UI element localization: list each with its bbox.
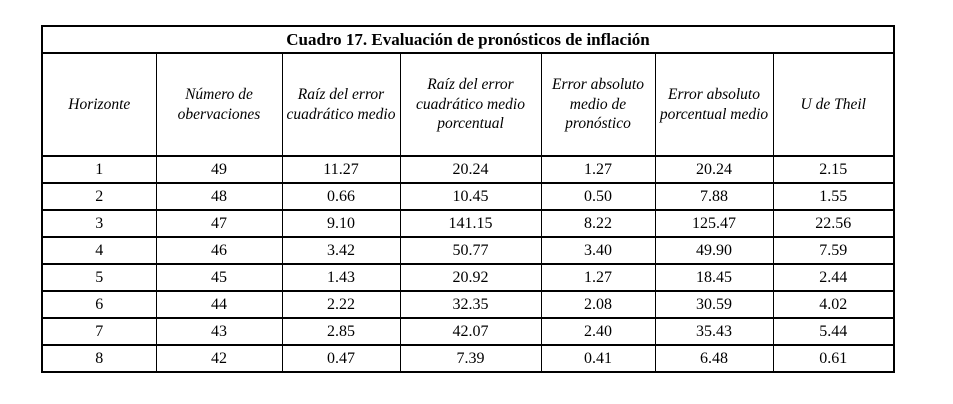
table-cell: 6.48 (654, 344, 774, 373)
table-cell: 11.27 (281, 155, 401, 184)
table-cell: 18.45 (654, 263, 774, 292)
table-cell: 43 (155, 317, 283, 346)
table-cell: 0.47 (281, 344, 401, 373)
table-cell: 2 (41, 182, 157, 211)
table-cell: 2.15 (772, 155, 895, 184)
table-cell: 49 (155, 155, 283, 184)
table-cell: 2.44 (772, 263, 895, 292)
table-cell: 46 (155, 236, 283, 265)
table-cell: 42.07 (399, 317, 542, 346)
table-cell: 44 (155, 290, 283, 319)
table-cell: 48 (155, 182, 283, 211)
table-title: Cuadro 17. Evaluación de pronósticos de … (41, 25, 895, 54)
table-cell: 6 (41, 290, 157, 319)
table-row: 2 48 0.66 10.45 0.50 7.88 1.55 (41, 182, 895, 211)
column-header-num-observaciones: Número de obervaciones (155, 52, 283, 157)
column-header-rmse-porcentual: Raíz del error cuadrático medio porcentu… (399, 52, 542, 157)
table-cell: 49.90 (654, 236, 774, 265)
table-cell: 0.66 (281, 182, 401, 211)
table-row: 4 46 3.42 50.77 3.40 49.90 7.59 (41, 236, 895, 265)
column-header-rmse: Raíz del error cuadrático medio (281, 52, 401, 157)
table-cell: 2.85 (281, 317, 401, 346)
table-cell: 2.08 (540, 290, 656, 319)
table-cell: 5.44 (772, 317, 895, 346)
table-cell: 22.56 (772, 209, 895, 238)
table-row: 1 49 11.27 20.24 1.27 20.24 2.15 (41, 155, 895, 184)
table-cell: 32.35 (399, 290, 542, 319)
table-cell: 4 (41, 236, 157, 265)
table-cell: 9.10 (281, 209, 401, 238)
table-cell: 45 (155, 263, 283, 292)
table-cell: 47 (155, 209, 283, 238)
table-cell: 20.92 (399, 263, 542, 292)
column-header-u-theil: U de Theil (772, 52, 895, 157)
table-cell: 7.39 (399, 344, 542, 373)
table-cell: 35.43 (654, 317, 774, 346)
table-row: 6 44 2.22 32.35 2.08 30.59 4.02 (41, 290, 895, 319)
table-cell: 50.77 (399, 236, 542, 265)
table-cell: 2.40 (540, 317, 656, 346)
column-header-mape: Error absoluto porcentual medio (654, 52, 774, 157)
table-cell: 3.42 (281, 236, 401, 265)
table-row: 3 47 9.10 141.15 8.22 125.47 22.56 (41, 209, 895, 238)
table-cell: 1 (41, 155, 157, 184)
table-title-row: Cuadro 17. Evaluación de pronósticos de … (41, 25, 895, 54)
table-cell: 141.15 (399, 209, 542, 238)
table-cell: 20.24 (654, 155, 774, 184)
table-cell: 8 (41, 344, 157, 373)
table-cell: 0.61 (772, 344, 895, 373)
table-cell: 4.02 (772, 290, 895, 319)
table-row: 5 45 1.43 20.92 1.27 18.45 2.44 (41, 263, 895, 292)
table-cell: 3 (41, 209, 157, 238)
table-cell: 7 (41, 317, 157, 346)
table-cell: 1.27 (540, 263, 656, 292)
table-cell: 1.55 (772, 182, 895, 211)
table-cell: 10.45 (399, 182, 542, 211)
column-header-mae: Error absoluto medio de pronóstico (540, 52, 656, 157)
column-header-horizonte: Horizonte (41, 52, 157, 157)
table-cell: 42 (155, 344, 283, 373)
table-header-row: Horizonte Número de obervaciones Raíz de… (41, 52, 895, 157)
table-cell: 7.59 (772, 236, 895, 265)
table-cell: 8.22 (540, 209, 656, 238)
table-cell: 1.43 (281, 263, 401, 292)
table-cell: 5 (41, 263, 157, 292)
table-cell: 125.47 (654, 209, 774, 238)
table-cell: 7.88 (654, 182, 774, 211)
table-cell: 0.50 (540, 182, 656, 211)
table-cell: 20.24 (399, 155, 542, 184)
table-row: 7 43 2.85 42.07 2.40 35.43 5.44 (41, 317, 895, 346)
table-row: 8 42 0.47 7.39 0.41 6.48 0.61 (41, 344, 895, 373)
table-cell: 30.59 (654, 290, 774, 319)
forecast-evaluation-table: Cuadro 17. Evaluación de pronósticos de … (41, 25, 895, 373)
table-cell: 3.40 (540, 236, 656, 265)
table-cell: 1.27 (540, 155, 656, 184)
table-cell: 0.41 (540, 344, 656, 373)
table-cell: 2.22 (281, 290, 401, 319)
